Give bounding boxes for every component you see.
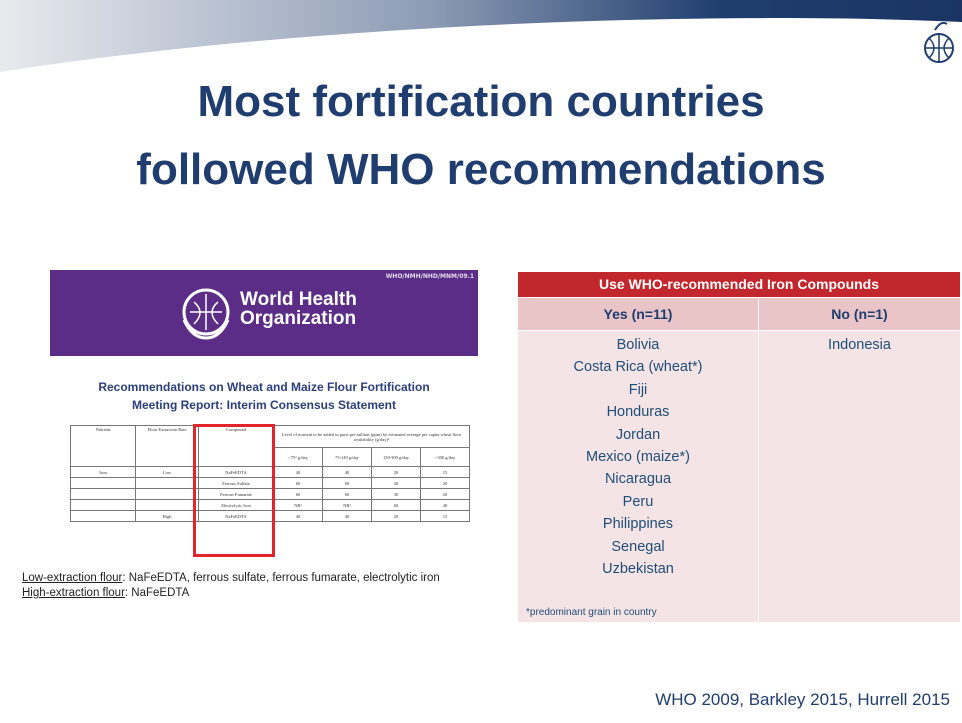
column-header: No (n=1) [759, 298, 960, 330]
country: Senegal [611, 538, 665, 555]
table-cell: 40 [322, 466, 372, 478]
table-cell [70, 499, 136, 511]
table-cell [135, 499, 199, 511]
report-title-line: Meeting Report: Interim Consensus Statem… [131, 398, 397, 412]
highlight-box [193, 424, 275, 557]
table-row: High NaFeEDTA 40 40 20 15 [70, 510, 470, 522]
table-cell: 30 [371, 488, 421, 500]
table-cell: NR³ [273, 499, 323, 511]
table-cell: NR³ [322, 499, 372, 511]
table-cell [70, 488, 136, 500]
table-cell: 40 [322, 510, 372, 522]
table-header-cell: <75² g/day [273, 447, 323, 467]
footnote: *predominant grain in country [526, 607, 657, 618]
org-name: World Health Organization [240, 290, 357, 328]
table-cell: 30 [371, 477, 421, 489]
logo [924, 21, 954, 63]
table-cell: 60 [322, 488, 372, 500]
slide-title: Most fortification countries followed WH… [0, 68, 962, 204]
table-cell: 60 [273, 477, 323, 489]
table-cell: 20 [420, 488, 470, 500]
table-header-cell: 150-300 g/day [371, 447, 421, 467]
table-cell: 15 [420, 466, 470, 478]
country: Jordan [615, 426, 661, 443]
table-cell [135, 488, 199, 500]
note-text: : NaFeEDTA, ferrous sulfate, ferrous fum… [122, 572, 440, 584]
table-title: Use WHO-recommended Iron Compounds [518, 272, 960, 297]
table-row: Ferrous Sulfate 60 60 30 20 [70, 477, 470, 489]
report-title-line: Recommendations on Wheat and Maize Flour… [98, 380, 430, 394]
column-header: Yes (n=11) [518, 298, 758, 330]
no-column: Indonesia [759, 331, 960, 622]
note: High-extraction flour: NaFeEDTA [22, 586, 492, 601]
country: Peru [622, 493, 654, 510]
table-cell: Iron [70, 466, 136, 478]
table-cell: 40 [420, 499, 470, 511]
table-row: Nutrient Flour Extraction Rate Compound Lev… [70, 424, 470, 467]
note-label: High-extraction flour [22, 587, 125, 599]
country: Costa Rica (wheat*) [573, 359, 703, 376]
table-row: Iron Low NaFeEDTA 40 40 20 15 [70, 466, 470, 478]
table-cell: 40 [273, 466, 323, 478]
org-line: World Health [240, 289, 357, 310]
table-header-cell: Flour Extraction Rate [135, 425, 199, 467]
report-code: WHO/NMH/NHD/MNM/09.1 [385, 273, 474, 280]
country: Fiji [628, 381, 648, 398]
table-cell [70, 477, 136, 489]
country: Uzbekistan [602, 561, 674, 578]
table-header-cell: Nutrient [70, 425, 136, 467]
table-row: Electrolytic Iron NR³ NR³ 60 40 [70, 499, 470, 511]
table-cell: 40 [273, 510, 323, 522]
table-header-cell: 75-149 g/day [322, 447, 372, 467]
table-cell: 60 [322, 477, 372, 489]
note: Low-extraction flour: NaFeEDTA, ferrous … [22, 571, 492, 586]
table-row: <75² g/day 75-149 g/day 150-300 g/day >300 … [71, 447, 470, 467]
report-banner: WHO/NMH/NHD/MNM/09.1 [50, 270, 478, 356]
country: Bolivia [616, 337, 660, 353]
country: Indonesia [828, 337, 891, 353]
table-cell: 60 [273, 488, 323, 500]
country: Nicaragua [604, 471, 672, 488]
who-emblem [182, 288, 230, 340]
notes: Low-extraction flour: NaFeEDTA, ferrous … [22, 571, 492, 601]
compounds-table: Use WHO-recommended Iron Compounds Yes (… [518, 272, 960, 622]
yes-column: Bolivia Costa Rica (wheat*) Fiji Honduras Jo… [518, 331, 758, 622]
citation: WHO 2009, Barkley 2015, Hurrell 2015 [655, 690, 950, 709]
report-title: Recommendations on Wheat and Maize Flour… [50, 378, 478, 414]
table-cell [135, 477, 199, 489]
table-cell: 20 [420, 477, 470, 489]
table-cell: 20 [371, 466, 421, 478]
table-cell: 20 [371, 510, 421, 522]
title-line: Most fortification countries [197, 77, 765, 126]
country: Honduras [606, 404, 670, 421]
note-text: : NaFeEDTA [124, 587, 190, 599]
country: Mexico (maize*) [586, 449, 690, 466]
recommendation-table: Nutrient Flour Extraction Rate Compound Lev… [70, 424, 470, 522]
table-header-cell: Level of nutrient to be added in parts p… [273, 424, 470, 449]
table-cell: High [135, 510, 199, 522]
table-cell [70, 510, 136, 522]
table-row: Ferrous Fumarate 60 60 30 20 [70, 488, 470, 500]
country: Philippines [602, 516, 674, 533]
table-cell: 60 [371, 499, 421, 511]
header-swoosh [0, 0, 962, 72]
table-header-cell: >300 g/day [420, 447, 470, 467]
table-cell: Low [135, 466, 199, 478]
table-cell: 15 [420, 510, 470, 522]
note-label: Low-extraction flour [22, 572, 123, 584]
title-line: followed WHO recommendations [136, 145, 826, 194]
org-line: Organization [240, 308, 357, 329]
